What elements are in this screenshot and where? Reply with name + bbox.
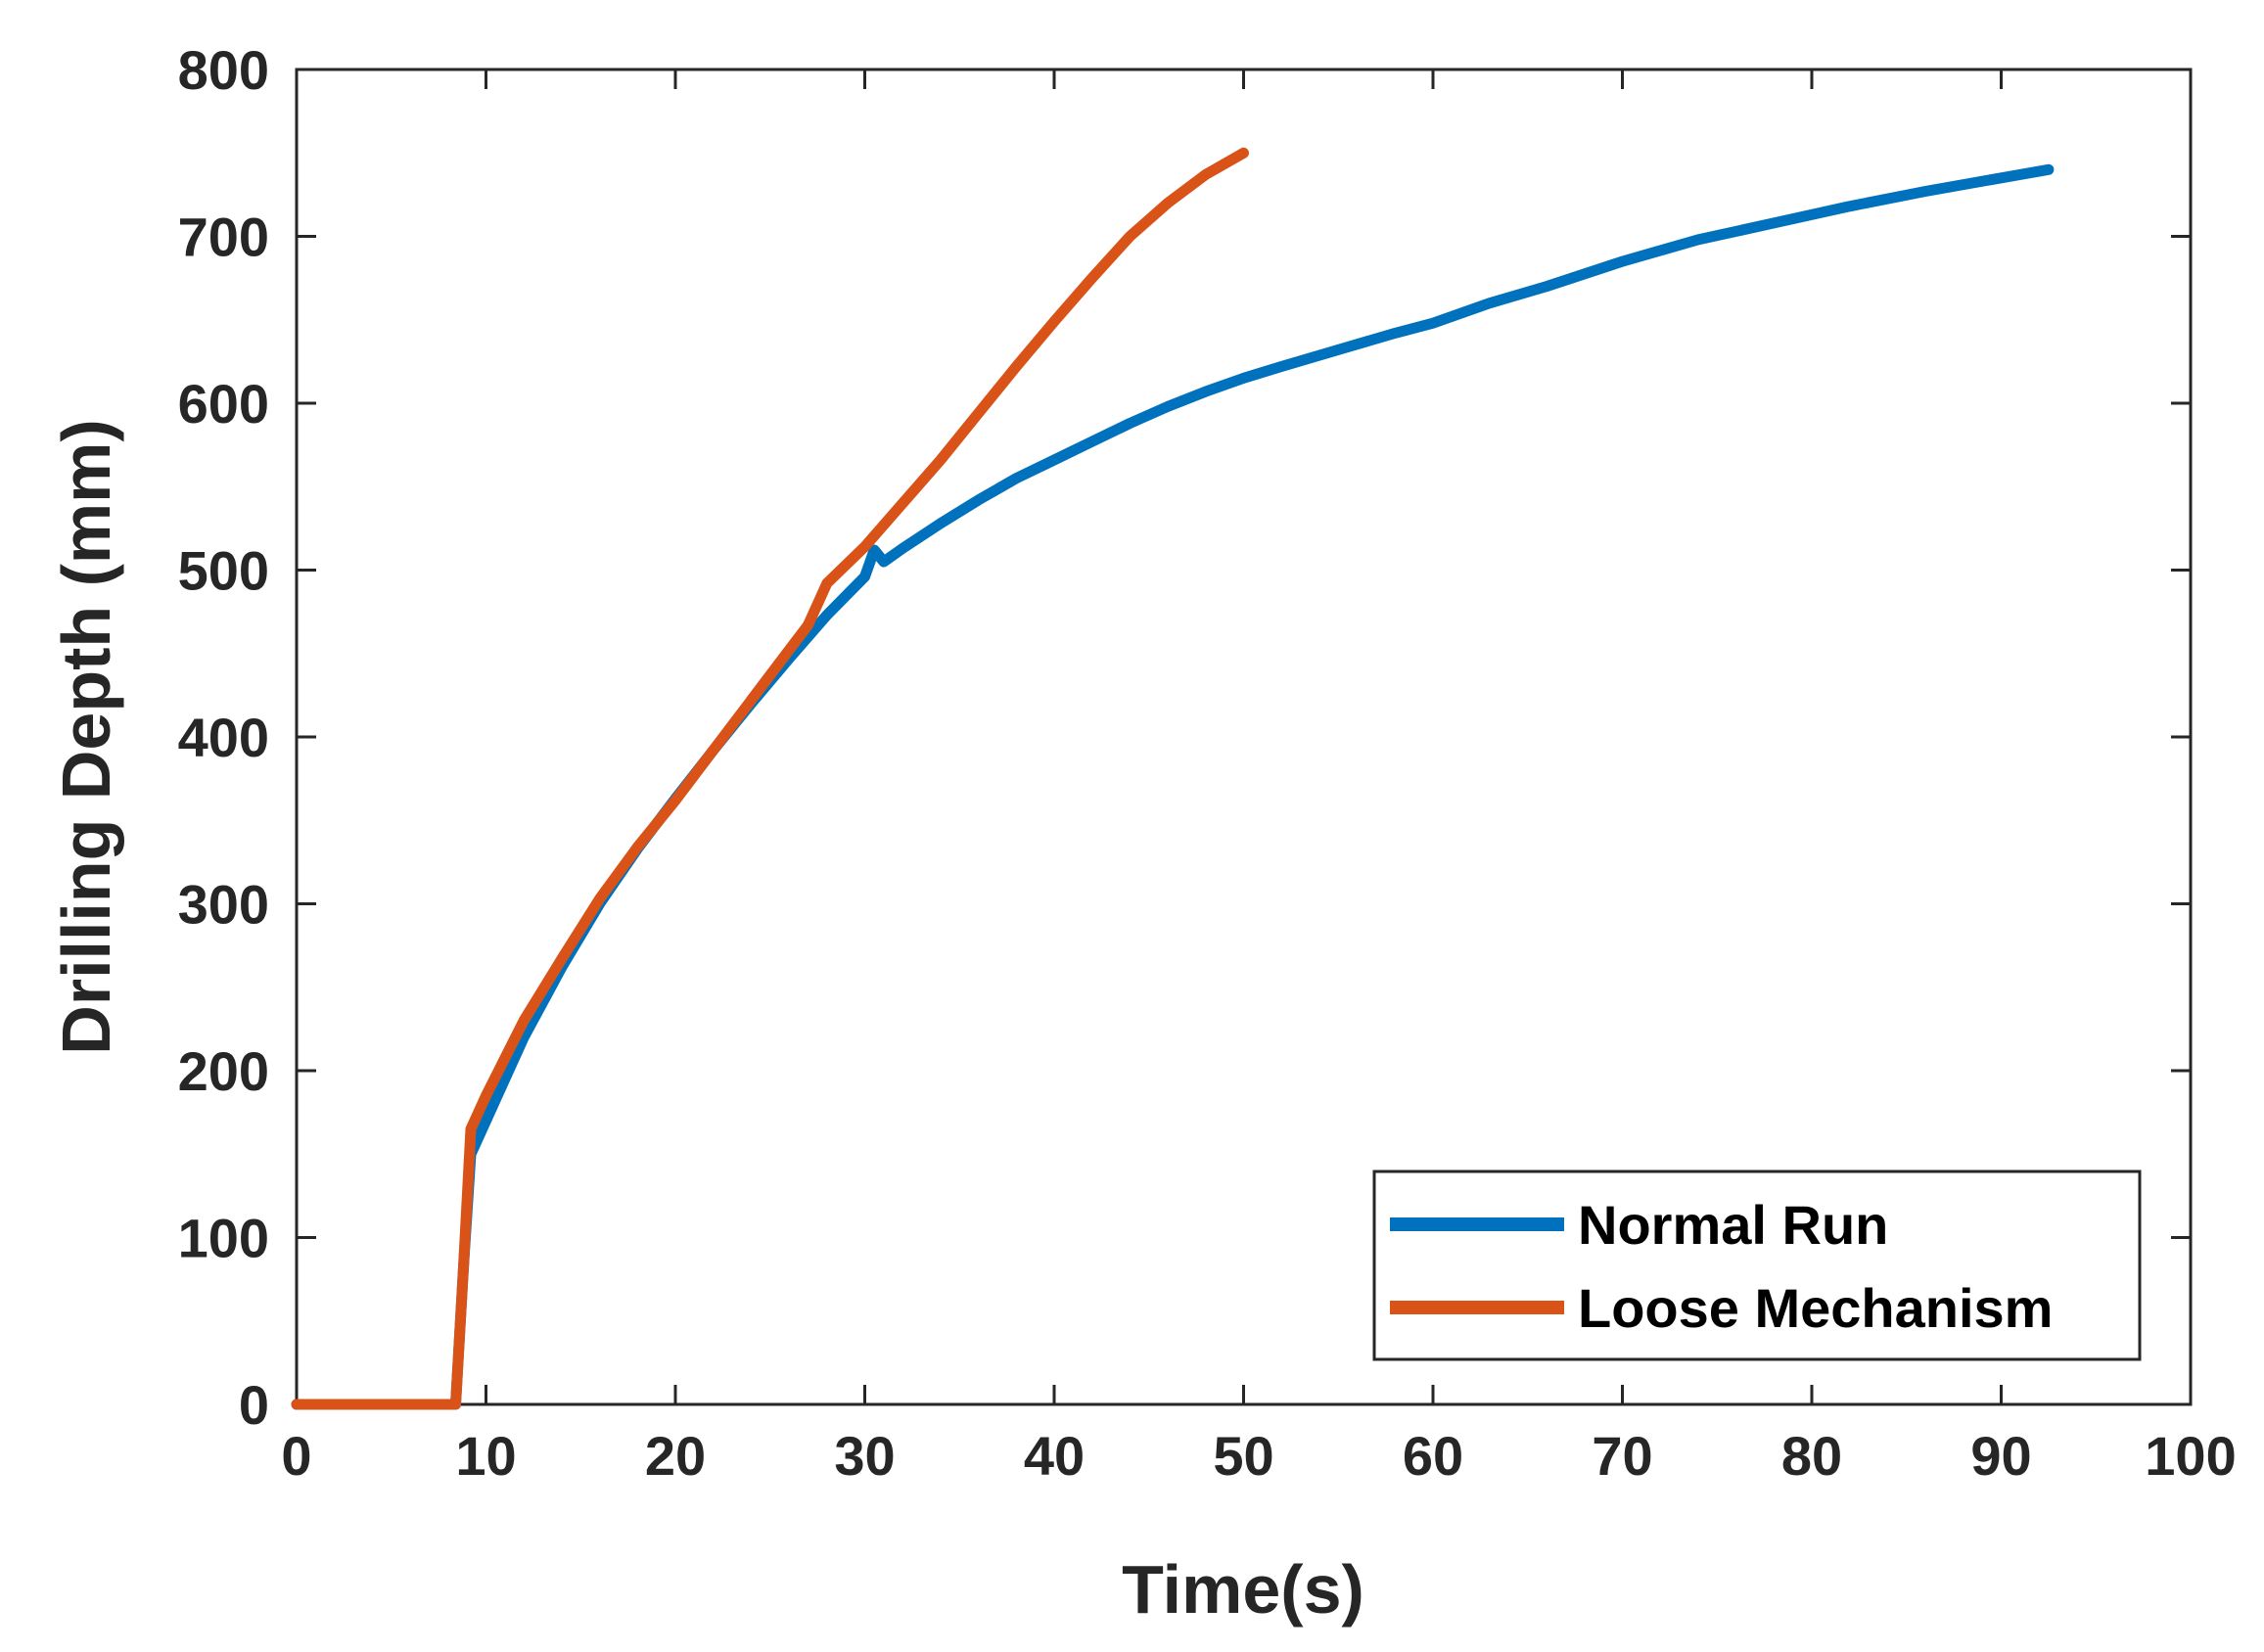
legend-label-loose-mechanism: Loose Mechanism: [1578, 1277, 2053, 1339]
y-tick-label-200: 200: [178, 1040, 269, 1102]
x-axis-label: Time(s): [1122, 1551, 1364, 1628]
series-lines: [291, 147, 2055, 1410]
x-axis-tick-labels: 0 10 20 30 40 50 60 70 80 90 100: [281, 1425, 2236, 1487]
x-tick-label-100: 100: [2145, 1425, 2236, 1487]
y-tick-label-0: 0: [239, 1374, 269, 1436]
legend-box: [1372, 1170, 2142, 1361]
x-tick-label-30: 30: [834, 1425, 895, 1487]
x-tick-label-80: 80: [1781, 1425, 1842, 1487]
series-line-loose-mechanism: [291, 147, 1249, 1410]
y-tick-label-800: 800: [178, 39, 269, 101]
x-tick-label-60: 60: [1403, 1425, 1463, 1487]
y-axis-tick-labels: 0 100 200 300 400 500 600 700 800: [178, 39, 269, 1436]
x-tick-label-50: 50: [1213, 1425, 1273, 1487]
y-tick-label-600: 600: [178, 373, 269, 435]
legend-label-normal-run: Normal Run: [1578, 1194, 1888, 1256]
x-tick-label-20: 20: [645, 1425, 706, 1487]
y-tick-label-400: 400: [178, 707, 269, 768]
x-tick-label-40: 40: [1024, 1425, 1085, 1487]
axis-ticks: [295, 68, 2193, 1406]
y-tick-label-300: 300: [178, 874, 269, 936]
series-line-normal-run: [291, 163, 2055, 1410]
x-tick-label-0: 0: [281, 1425, 311, 1487]
x-tick-label-10: 10: [455, 1425, 516, 1487]
y-tick-label-500: 500: [178, 540, 269, 602]
x-tick-label-90: 90: [1970, 1425, 2031, 1487]
y-axis-label: Drilling Depth (mm): [48, 419, 124, 1054]
y-tick-label-100: 100: [178, 1208, 269, 1269]
x-tick-label-70: 70: [1592, 1425, 1652, 1487]
y-tick-label-700: 700: [178, 206, 269, 268]
legend: Normal Run Loose Mechanism: [1372, 1170, 2142, 1361]
